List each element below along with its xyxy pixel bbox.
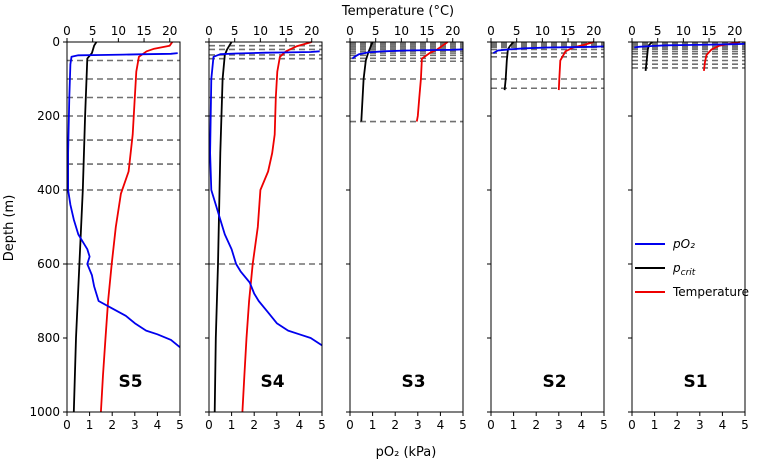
legend-label: Temperature xyxy=(672,285,749,299)
panel-frame xyxy=(208,41,323,413)
bottom-tick-label: 5 xyxy=(600,418,608,432)
top-tick-label: 10 xyxy=(676,24,691,38)
bottom-tick-label: 4 xyxy=(578,418,586,432)
bottom-tick-label: 1 xyxy=(86,418,94,432)
y-tick-label: 0 xyxy=(52,35,60,49)
bottom-tick-label: 2 xyxy=(108,418,116,432)
top-tick-label: 10 xyxy=(253,24,268,38)
top-tick-label: 15 xyxy=(278,24,293,38)
po2-line xyxy=(634,43,746,49)
top-tick-label: 5 xyxy=(654,24,662,38)
top-tick-label: 5 xyxy=(231,24,239,38)
bottom-tick-label: 3 xyxy=(555,418,563,432)
top-tick-label: 5 xyxy=(89,24,97,38)
pcrit-line xyxy=(644,41,653,71)
y-tick-label: 200 xyxy=(37,109,60,123)
bottom-tick-label: 1 xyxy=(510,418,518,432)
bottom-tick-label: 5 xyxy=(176,418,184,432)
bottom-tick-label: 5 xyxy=(459,418,467,432)
bottom-tick-label: 4 xyxy=(154,418,162,432)
legend: pO₂ pcrit Temperature xyxy=(635,237,749,299)
temperature-line xyxy=(557,41,594,91)
top-tick-label: 0 xyxy=(205,24,213,38)
bottom-tick-label: 2 xyxy=(250,418,258,432)
bottom-tick-label: 3 xyxy=(696,418,704,432)
top-tick-label: 0 xyxy=(63,24,71,38)
y-tick-label: 400 xyxy=(37,183,60,197)
top-tick-label: 5 xyxy=(513,24,521,38)
po2-line xyxy=(209,50,323,347)
bottom-tick-label: 3 xyxy=(414,418,422,432)
top-tick-label: 20 xyxy=(586,24,601,38)
top-tick-label: 15 xyxy=(701,24,716,38)
top-tick-label: 0 xyxy=(628,24,636,38)
temperature-line xyxy=(100,41,174,413)
bottom-tick-label: 0 xyxy=(63,418,71,432)
bottom-tick-label: 4 xyxy=(719,418,727,432)
station-label: S2 xyxy=(542,372,566,392)
top-tick-label: 0 xyxy=(487,24,495,38)
y-axis-title: Depth (m) xyxy=(2,195,17,262)
panel-frame xyxy=(66,41,181,413)
pcrit-line xyxy=(72,41,98,413)
top-tick-label: 20 xyxy=(727,24,742,38)
panel-frame xyxy=(349,41,464,413)
temperature-line xyxy=(241,41,312,413)
y-tick-label: 1000 xyxy=(29,405,60,419)
station-label: S1 xyxy=(683,372,707,392)
bottom-tick-label: 5 xyxy=(741,418,749,432)
top-tick-label: 15 xyxy=(560,24,575,38)
top-axis-title: Temperature (°C) xyxy=(341,4,454,19)
bottom-tick-label: 0 xyxy=(346,418,354,432)
bottom-tick-label: 0 xyxy=(487,418,495,432)
station-label: S4 xyxy=(260,372,284,392)
bottom-axis-title: pO₂ (kPa) xyxy=(376,445,437,460)
top-tick-label: 10 xyxy=(535,24,550,38)
top-tick-label: 0 xyxy=(346,24,354,38)
top-tick-label: 20 xyxy=(445,24,460,38)
top-tick-label: 20 xyxy=(304,24,319,38)
top-tick-label: 10 xyxy=(394,24,409,38)
bottom-tick-label: 2 xyxy=(391,418,399,432)
bottom-tick-label: 0 xyxy=(205,418,213,432)
top-tick-label: 15 xyxy=(136,24,151,38)
top-tick-label: 5 xyxy=(372,24,380,38)
bottom-tick-label: 1 xyxy=(228,418,236,432)
pcrit-line xyxy=(503,41,515,91)
bottom-tick-label: 4 xyxy=(437,418,445,432)
legend-label: pcrit xyxy=(672,261,696,278)
po2-line xyxy=(351,48,464,60)
bottom-tick-label: 1 xyxy=(369,418,377,432)
po2-line xyxy=(492,45,605,54)
pcrit-line xyxy=(360,41,374,122)
bottom-tick-label: 5 xyxy=(318,418,326,432)
bottom-tick-label: 1 xyxy=(651,418,659,432)
temperature-line xyxy=(415,41,449,122)
panel-frame xyxy=(490,41,605,413)
bottom-tick-label: 3 xyxy=(131,418,139,432)
top-tick-label: 10 xyxy=(111,24,126,38)
y-tick-label: 600 xyxy=(37,257,60,271)
y-tick-label: 800 xyxy=(37,331,60,345)
station-label: S3 xyxy=(401,372,425,392)
bottom-tick-label: 2 xyxy=(532,418,540,432)
panel-frame xyxy=(631,41,746,413)
pcrit-line xyxy=(213,41,233,413)
station-label: S5 xyxy=(118,372,142,392)
top-tick-label: 20 xyxy=(162,24,177,38)
bottom-tick-label: 2 xyxy=(673,418,681,432)
bottom-tick-label: 3 xyxy=(273,418,281,432)
bottom-tick-label: 4 xyxy=(296,418,304,432)
bottom-tick-label: 0 xyxy=(628,418,636,432)
top-tick-label: 15 xyxy=(419,24,434,38)
po2-line xyxy=(67,52,181,348)
legend-label: pO₂ xyxy=(672,237,695,251)
